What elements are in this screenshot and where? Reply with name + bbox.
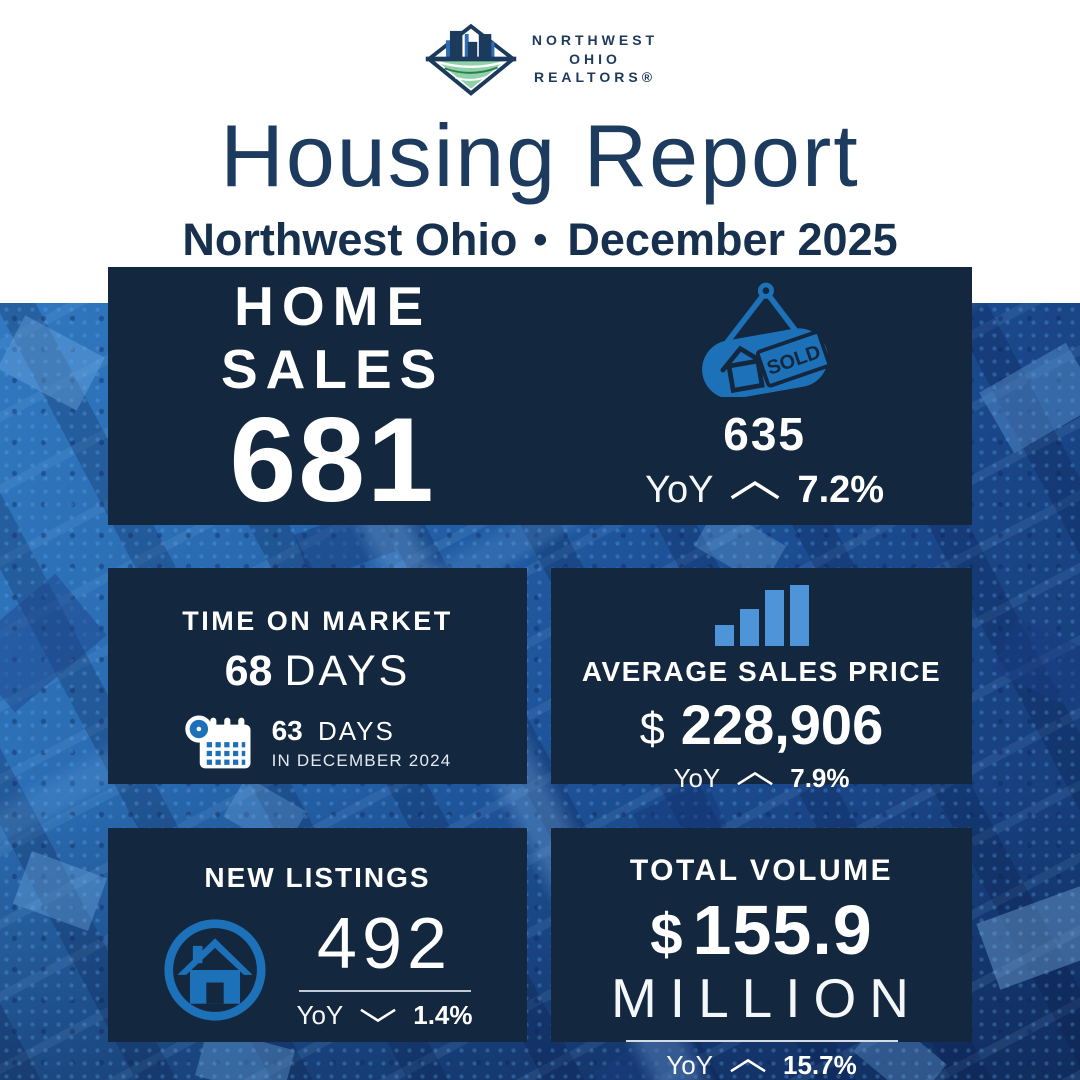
logo-line-3: REALTORS® bbox=[533, 69, 657, 86]
home-sales-value: 681 bbox=[229, 392, 436, 527]
yoy-value: 15.7% bbox=[783, 1049, 857, 1080]
total-volume-value: $ 155.9 bbox=[650, 890, 872, 970]
logo-diamond-skyline-icon bbox=[425, 23, 517, 96]
new-listings-label: NEW LISTINGS bbox=[204, 862, 431, 893]
chevron-up-icon bbox=[736, 770, 774, 787]
subtitle-period: December 2025 bbox=[567, 214, 898, 265]
time-on-market-value: 68 DAYS bbox=[225, 647, 411, 696]
logo-wordmark: NORTHWEST OHIO REALTORS® bbox=[532, 31, 658, 88]
photo-roof-shape bbox=[991, 616, 1080, 710]
page-subtitle: Northwest Ohio • December 2025 bbox=[0, 214, 1080, 266]
time-on-market-prior: 63 DAYS IN DECEMBER 2024 bbox=[184, 712, 452, 774]
home-sales-label-line2: SALES bbox=[220, 338, 445, 400]
home-sales-card: HOME SALES 681 SOLD 635 bbox=[108, 267, 972, 525]
header: NORTHWEST OHIO REALTORS® Housing Report … bbox=[0, 0, 1080, 266]
average-sales-price-yoy: YoY 7.9% bbox=[673, 763, 849, 794]
photo-roof-shape bbox=[0, 573, 107, 713]
subtitle-separator: • bbox=[533, 217, 548, 262]
volume-unit: MILLION bbox=[610, 967, 923, 1029]
home-sales-comparison: SOLD 635 YoY 7.2% bbox=[557, 281, 972, 512]
volume-number: 155.9 bbox=[692, 891, 873, 969]
average-sales-price-content: AVERAGE SALES PRICE $ 228,906 YoY 7.9% bbox=[551, 568, 972, 794]
time-on-market-content: TIME ON MARKET 68 DAYS bbox=[108, 568, 527, 774]
new-listings-yoy: YoY 1.4% bbox=[296, 1000, 472, 1031]
calendar-clock-icon bbox=[184, 715, 251, 769]
yoy-value: 7.2% bbox=[797, 468, 885, 511]
chevron-down-icon bbox=[359, 1007, 397, 1024]
average-sales-price-value: $ 228,906 bbox=[640, 692, 883, 757]
divider-line bbox=[625, 1039, 898, 1042]
yoy-label: YoY bbox=[645, 468, 714, 511]
new-listings-card: NEW LISTINGS 492 YoY bbox=[108, 828, 527, 1042]
prior-days: 63 DAYS bbox=[272, 715, 395, 747]
photo-roof-shape bbox=[979, 342, 1080, 454]
house-circle-icon bbox=[164, 918, 267, 1021]
logo-line-2: OHIO bbox=[569, 50, 621, 67]
home-sales-prior-value: 635 bbox=[723, 407, 806, 460]
yoy-label: YoY bbox=[673, 763, 721, 793]
home-sales-main: HOME SALES 681 bbox=[108, 275, 557, 527]
days-number: 68 bbox=[224, 647, 273, 695]
chevron-up-icon bbox=[729, 1057, 767, 1074]
prior-days-number: 63 bbox=[271, 715, 303, 746]
time-on-market-card: TIME ON MARKET 68 DAYS bbox=[108, 568, 527, 784]
average-sales-price-label: AVERAGE SALES PRICE bbox=[581, 656, 942, 687]
new-listings-row: 492 YoY 1.4% bbox=[162, 908, 473, 1031]
yoy-label: YoY bbox=[296, 1000, 344, 1030]
subtitle-region: Northwest Ohio bbox=[182, 214, 518, 265]
new-listings-value: 492 bbox=[316, 904, 453, 984]
photo-roof-shape bbox=[976, 886, 1080, 990]
new-listings-content: NEW LISTINGS 492 YoY bbox=[108, 828, 527, 1031]
home-sales-label: HOME SALES bbox=[221, 275, 444, 400]
sold-sign-icon: SOLD bbox=[701, 282, 831, 397]
currency-symbol: $ bbox=[650, 902, 683, 967]
yoy-value: 7.9% bbox=[790, 763, 850, 793]
brand-logo: NORTHWEST OHIO REALTORS® bbox=[0, 20, 1080, 98]
prior-period-text: 63 DAYS IN DECEMBER 2024 bbox=[272, 715, 452, 771]
average-sales-price-card: AVERAGE SALES PRICE $ 228,906 YoY 7.9% bbox=[551, 568, 972, 793]
photo-roof-shape bbox=[12, 851, 108, 931]
time-on-market-label: TIME ON MARKET bbox=[182, 606, 453, 636]
prior-period-context: IN DECEMBER 2024 bbox=[271, 751, 452, 770]
yoy-value: 1.4% bbox=[413, 1000, 473, 1030]
photo-roof-shape bbox=[0, 315, 105, 411]
logo-line-1: NORTHWEST bbox=[531, 31, 659, 48]
home-sales-label-line1: HOME bbox=[234, 275, 432, 338]
currency-symbol: $ bbox=[639, 703, 665, 754]
days-unit: DAYS bbox=[284, 647, 411, 695]
yoy-label: YoY bbox=[666, 1049, 714, 1080]
prior-days-unit: DAYS bbox=[317, 716, 395, 746]
chevron-up-icon bbox=[729, 479, 781, 501]
home-sales-yoy: YoY 7.2% bbox=[645, 469, 884, 512]
page-title: Housing Report bbox=[220, 106, 860, 205]
total-volume-yoy: YoY 15.7% bbox=[666, 1050, 857, 1080]
divider-line bbox=[298, 990, 471, 992]
bar-chart-icon bbox=[714, 585, 809, 646]
total-volume-content: TOTAL VOLUME $ 155.9 MILLION YoY 15.7% bbox=[551, 828, 972, 1080]
total-volume-label: TOTAL VOLUME bbox=[629, 854, 894, 887]
new-listings-figures: 492 YoY 1.4% bbox=[296, 908, 472, 1031]
total-volume-card: TOTAL VOLUME $ 155.9 MILLION YoY 15.7% bbox=[551, 828, 972, 1080]
price-number: 228,906 bbox=[680, 693, 884, 756]
